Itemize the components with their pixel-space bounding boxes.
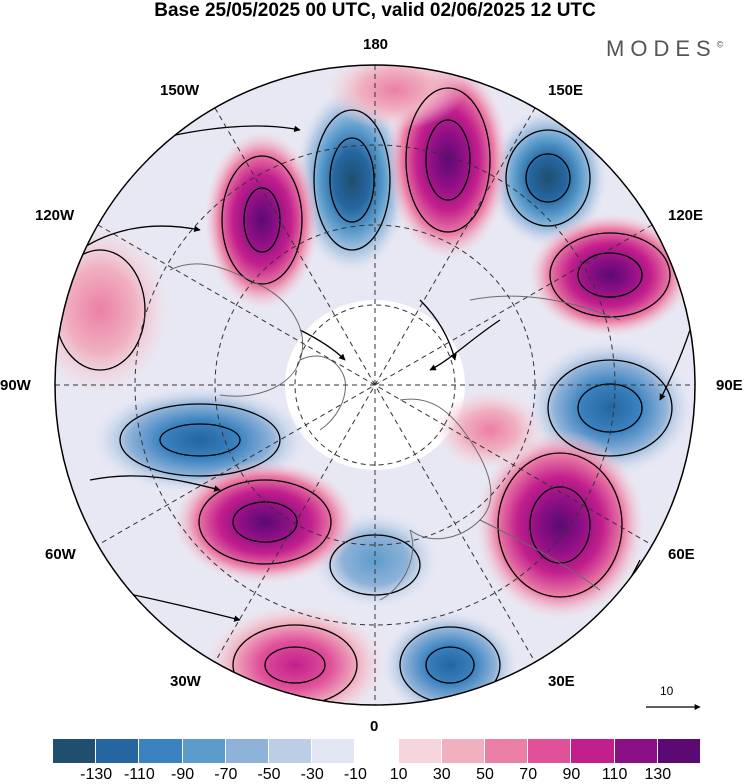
anomaly-high-60e xyxy=(475,430,645,620)
anomaly-high-30w xyxy=(205,605,385,705)
anomaly-low-180w xyxy=(294,85,410,275)
colorbar-cell xyxy=(182,739,226,763)
colorbar-cell xyxy=(398,739,442,763)
anomaly-high-120e xyxy=(528,213,692,337)
anomaly-field xyxy=(55,65,695,705)
colorbar-tick-label: -10 xyxy=(343,766,367,783)
colorbar-tick-label: 90 xyxy=(562,766,581,783)
colorbar-tick-label: 130 xyxy=(644,766,672,783)
colorbar-cell xyxy=(139,739,183,763)
colorbar-tick-label: -110 xyxy=(123,766,155,783)
reference-vector-label: 10 xyxy=(660,684,674,698)
colorbar-tick-label: -30 xyxy=(300,766,324,783)
colorbar-tick-label: 30 xyxy=(432,766,451,783)
colorbar-cell xyxy=(614,739,658,763)
map-boundary xyxy=(54,64,696,706)
coastlines xyxy=(169,263,621,601)
colorbar-cell xyxy=(657,739,702,763)
brand-mark: © xyxy=(716,39,724,50)
lon-label-0: 0 xyxy=(370,718,379,735)
anomaly-low-150e xyxy=(488,108,608,248)
colorbar-cell xyxy=(53,739,97,763)
lon-label-30e: 30E xyxy=(548,673,575,690)
colorbar xyxy=(53,739,702,763)
lon-label-120w: 120W xyxy=(35,207,75,224)
brand-name: MODES xyxy=(606,36,717,61)
colorbar-tick-label: 110 xyxy=(601,766,628,783)
lon-label-60e: 60E xyxy=(668,546,695,563)
colorbar-tick-label: -50 xyxy=(257,766,281,783)
colorbar-cell xyxy=(312,739,356,763)
lon-label-30w: 30W xyxy=(170,673,201,690)
colorbar-cell xyxy=(528,739,572,763)
lon-label-150e: 150E xyxy=(548,82,584,99)
colorbar-cell xyxy=(485,739,529,763)
colorbar-tick-label: -90 xyxy=(171,766,195,783)
colorbar-cell xyxy=(441,739,486,763)
colorbar-cell xyxy=(225,739,270,763)
lon-label-120e: 120E xyxy=(668,207,704,224)
colorbar-tick-label: 70 xyxy=(519,766,538,783)
lon-label-60w: 60W xyxy=(45,546,76,563)
colorbar-tick-label: 50 xyxy=(476,766,494,783)
brand-logo: MODES© xyxy=(606,36,723,62)
colorbar-cell xyxy=(269,739,313,763)
lon-label-150w: 150W xyxy=(160,82,200,99)
map-title: Base 25/05/2025 00 UTC, valid 02/06/2025… xyxy=(154,0,596,21)
colorbar-tick-label: -130 xyxy=(80,766,113,783)
colorbar-tick-label: 10 xyxy=(389,766,408,783)
lon-label-90e: 90E xyxy=(716,377,743,394)
lon-label-90w: 90W xyxy=(0,377,31,394)
colorbar-tick-label: -70 xyxy=(214,766,238,783)
graticule xyxy=(55,65,695,705)
lon-label-180: 180 xyxy=(363,36,389,53)
colorbar-cell xyxy=(571,739,615,763)
colorbar-cell xyxy=(96,739,140,763)
colorbar-cell xyxy=(355,739,399,763)
